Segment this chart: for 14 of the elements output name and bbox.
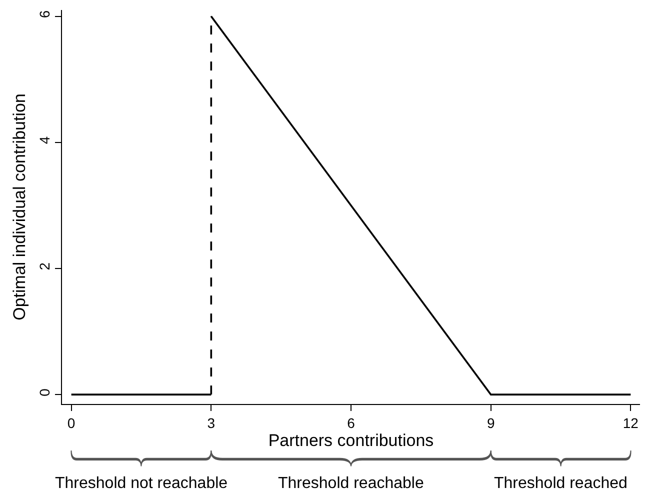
text: Threshold reached <box>494 475 628 492</box>
text: Threshold not reachable <box>55 475 228 492</box>
x-tick-label: 0 <box>67 414 76 431</box>
x-tick-label: 9 <box>486 414 495 431</box>
y-tick-label: 2 <box>36 262 52 270</box>
x-tick-label: 6 <box>347 414 356 431</box>
x-tick-label: 12 <box>622 414 639 431</box>
x-tick-label: 3 <box>207 414 216 431</box>
y-tick-label: 6 <box>36 10 52 18</box>
text: Threshold reachable <box>278 475 424 492</box>
x-axis-title: Partners contributions <box>268 430 434 450</box>
y-tick-label: 4 <box>36 136 52 144</box>
y-axis-title: Optimal individual contribution <box>10 94 29 320</box>
y-tick-label: 0 <box>36 388 52 396</box>
